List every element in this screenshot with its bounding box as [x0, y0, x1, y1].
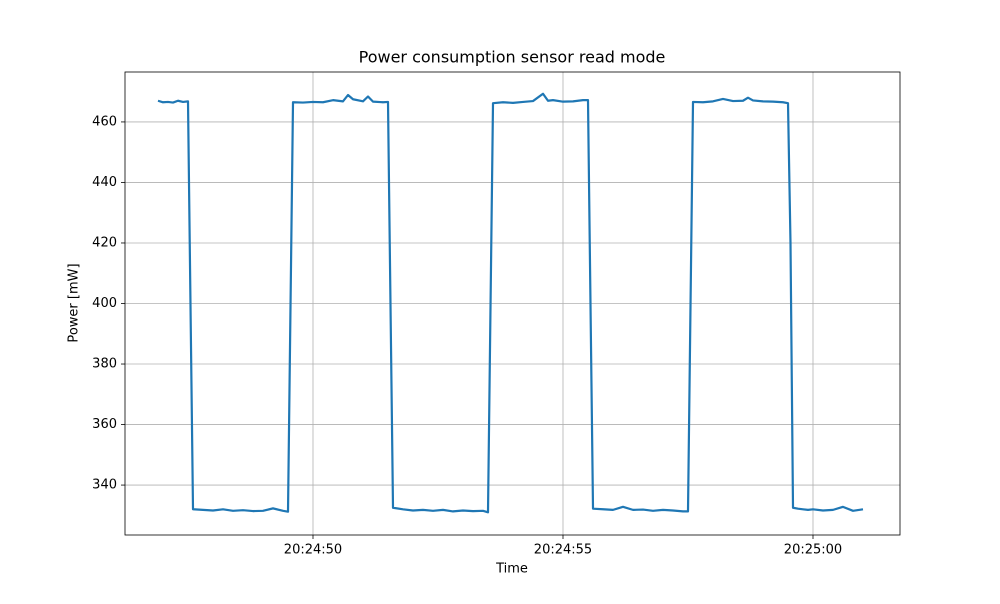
y-tick-label: 420: [92, 235, 117, 250]
x-tick-label: 20:25:00: [784, 543, 842, 558]
line: [157, 92, 864, 514]
y-tick-label: 360: [92, 417, 117, 432]
y-tick-label: 340: [92, 478, 117, 493]
y-tick-label: 460: [92, 114, 117, 129]
x-axis-label: Time: [495, 562, 528, 577]
plot-frame: [124, 71, 901, 536]
y-tick-label: 440: [92, 175, 117, 190]
y-axis-label: Power [mW]: [67, 263, 82, 342]
x-tick-label: 20:24:50: [284, 543, 342, 558]
y-tick-label: 400: [92, 296, 117, 311]
chart-title: Power consumption sensor read mode: [359, 48, 666, 67]
x-tick-label: 20:24:55: [534, 543, 592, 558]
y-tick-label: 380: [92, 357, 117, 372]
